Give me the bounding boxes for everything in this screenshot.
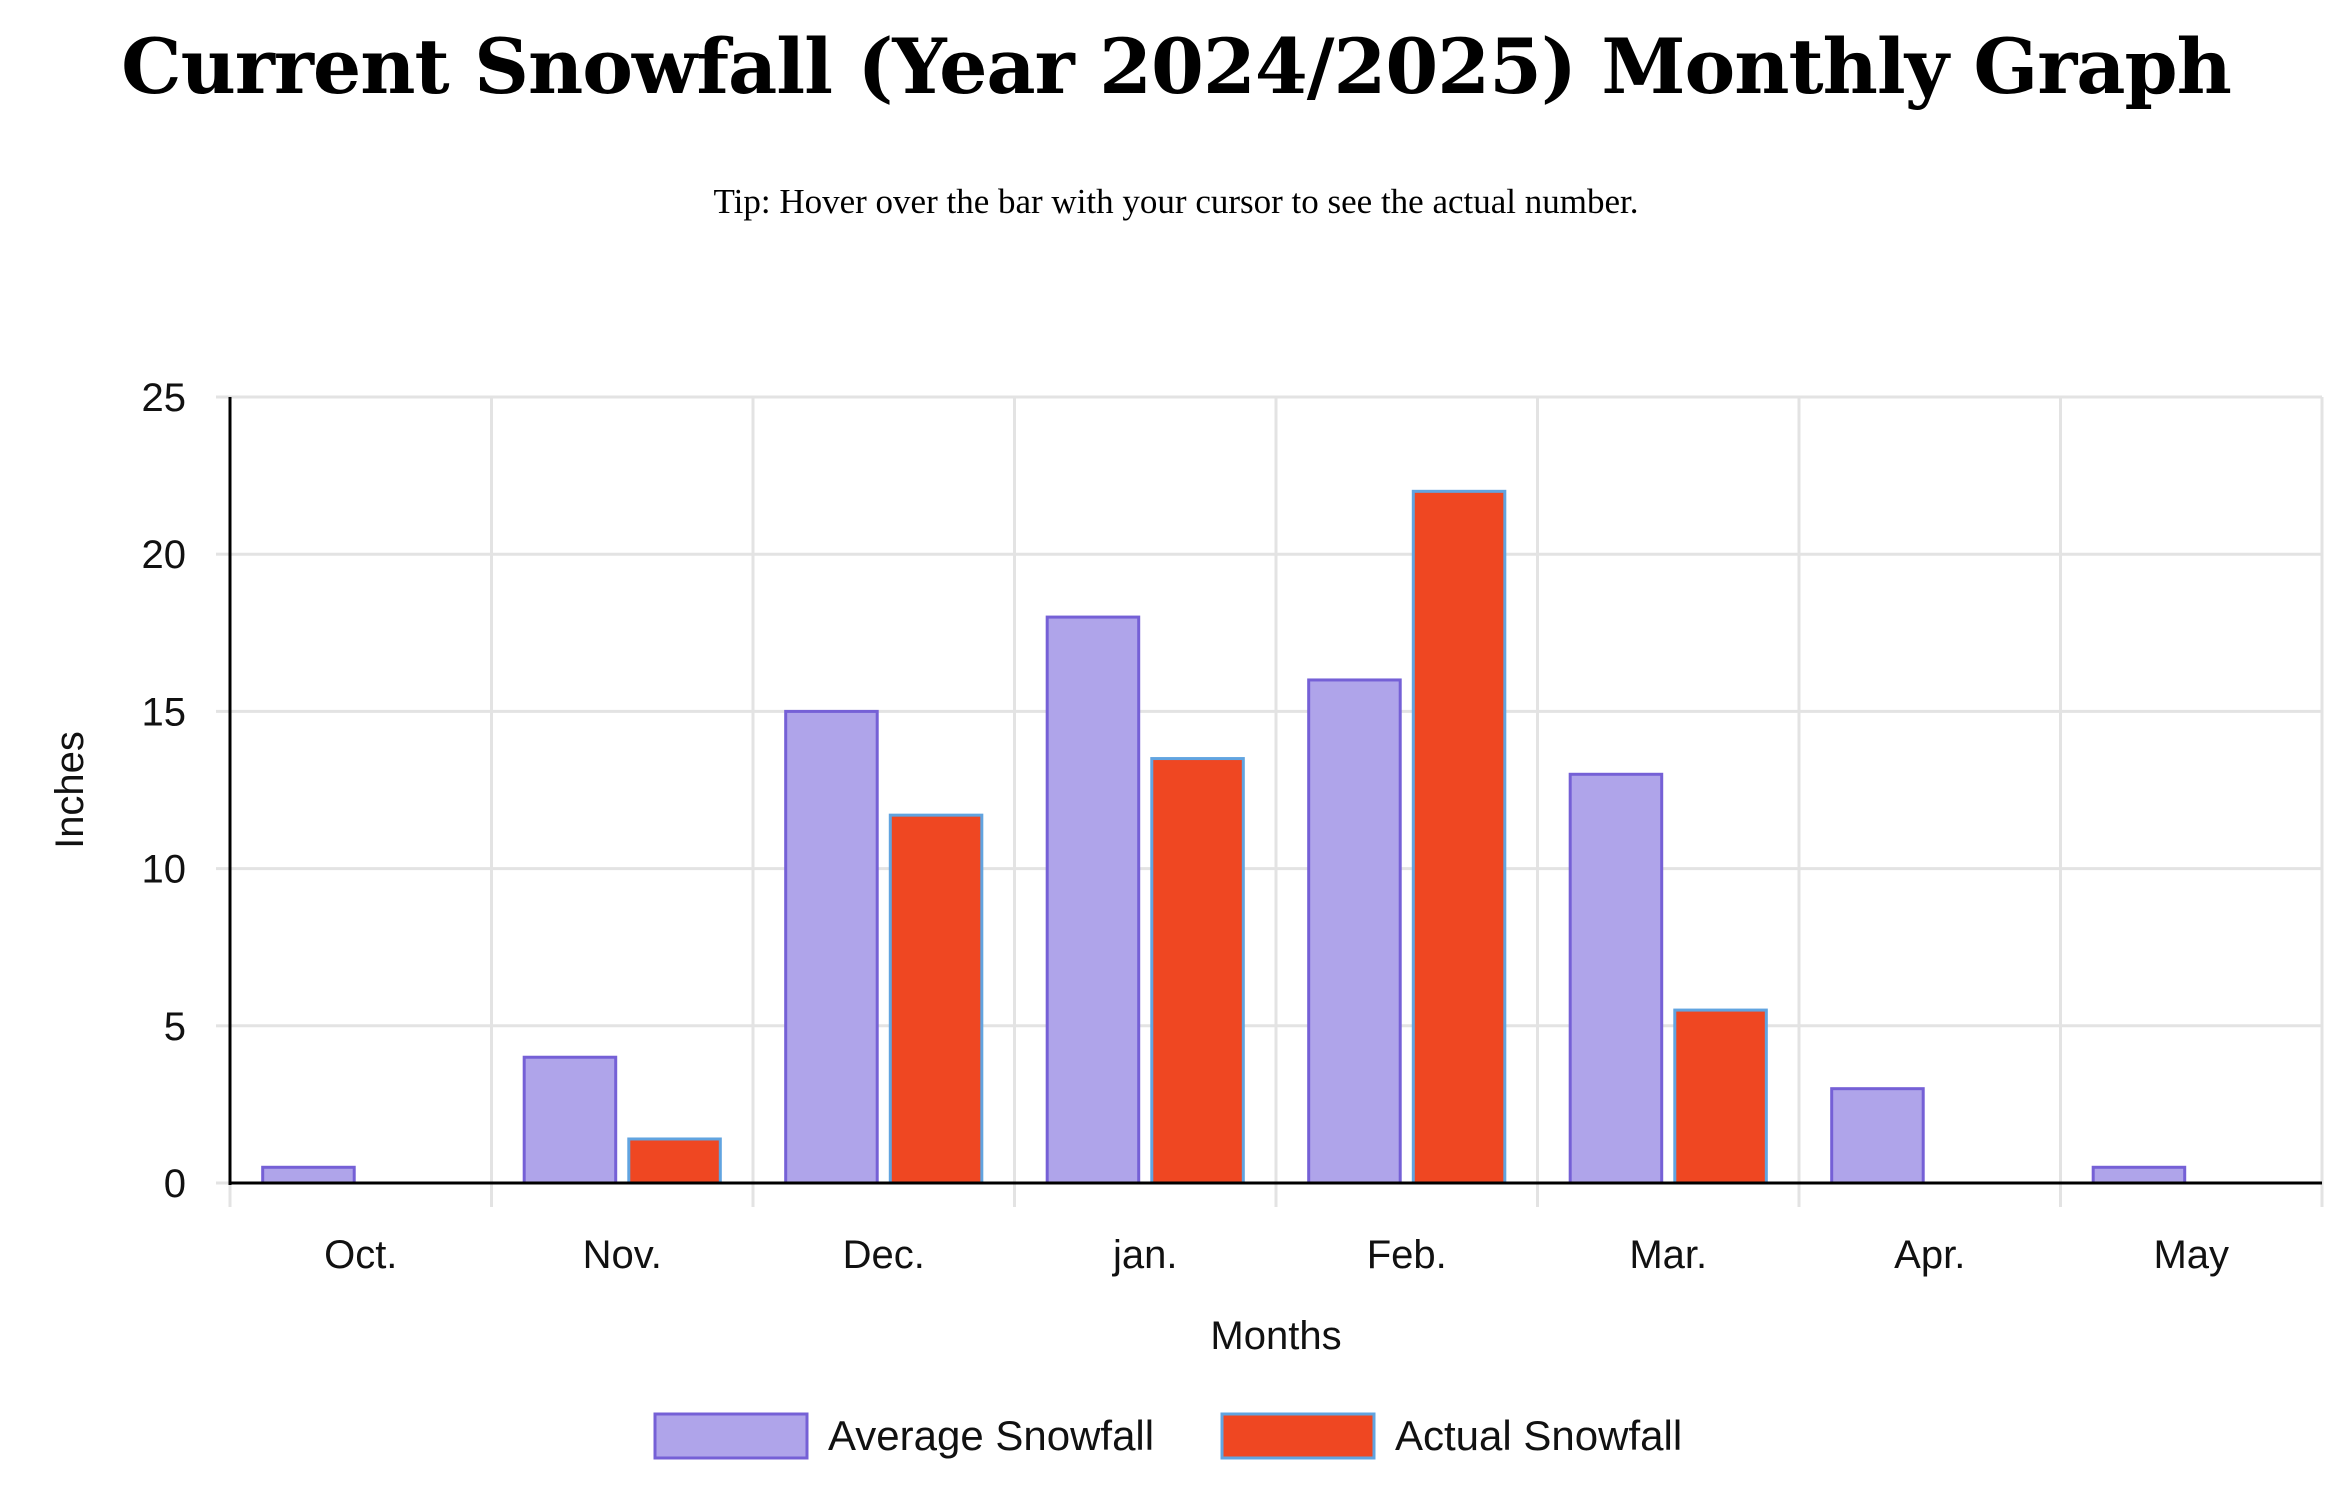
legend-label[interactable]: Actual Snowfall [1395,1412,1682,1459]
x-tick-label: Feb. [1367,1233,1447,1277]
bar-average-snowfall[interactable] [2091,1165,2187,1185]
x-tick-label: May [2153,1233,2229,1277]
legend-swatch[interactable] [1220,1412,1376,1460]
bar-actual-snowfall[interactable] [888,813,984,1185]
legend: Average Snowfall Actual Snowfall [653,1412,1682,1460]
x-tick-label: Apr. [1894,1233,1965,1277]
hover-tip: Tip: Hover over the bar with your cursor… [713,182,1639,221]
page-title: Current Snowfall (Year 2024/2025) Monthl… [121,22,2232,111]
bar-average-snowfall[interactable] [1045,615,1141,1185]
bar-actual-snowfall[interactable] [1150,757,1245,1185]
bar-average-snowfall[interactable] [261,1165,356,1185]
bar-average-snowfall[interactable] [1307,678,1402,1185]
bar-average-snowfall[interactable] [784,709,879,1185]
x-tick-label: Dec. [843,1233,925,1277]
bars [261,489,2187,1185]
x-tick-label: Nov. [583,1233,662,1277]
y-axis-title: Inches [48,731,92,849]
legend-swatch[interactable] [653,1412,809,1460]
bar-average-snowfall[interactable] [522,1055,618,1185]
y-tick-label: 20 [142,533,187,577]
bar-actual-snowfall[interactable] [1673,1008,1768,1185]
y-tick-label: 0 [164,1162,186,1206]
y-tick-label: 15 [142,690,187,734]
tick-labels: 0 5 10 15 20 25 Oct. Nov. Dec. jan. Feb. Mar. Apr. Ma… [142,376,2230,1277]
x-tick-label: Mar. [1629,1233,1707,1277]
x-tick-label: jan. [1112,1233,1178,1277]
axes [228,397,2322,1185]
bar-actual-snowfall[interactable] [627,1137,722,1185]
y-tick-label: 5 [164,1005,186,1049]
grid-lines [216,395,2324,1207]
bar-average-snowfall[interactable] [1830,1087,1925,1185]
legend-label[interactable]: Average Snowfall [828,1412,1154,1459]
x-tick-label: Oct. [324,1233,397,1277]
bar-average-snowfall[interactable] [1568,772,1664,1185]
y-tick-label: 25 [142,376,187,420]
y-tick-label: 10 [142,848,187,892]
x-axis-title: Months [1210,1314,1341,1358]
bar-actual-snowfall[interactable] [1411,489,1507,1185]
